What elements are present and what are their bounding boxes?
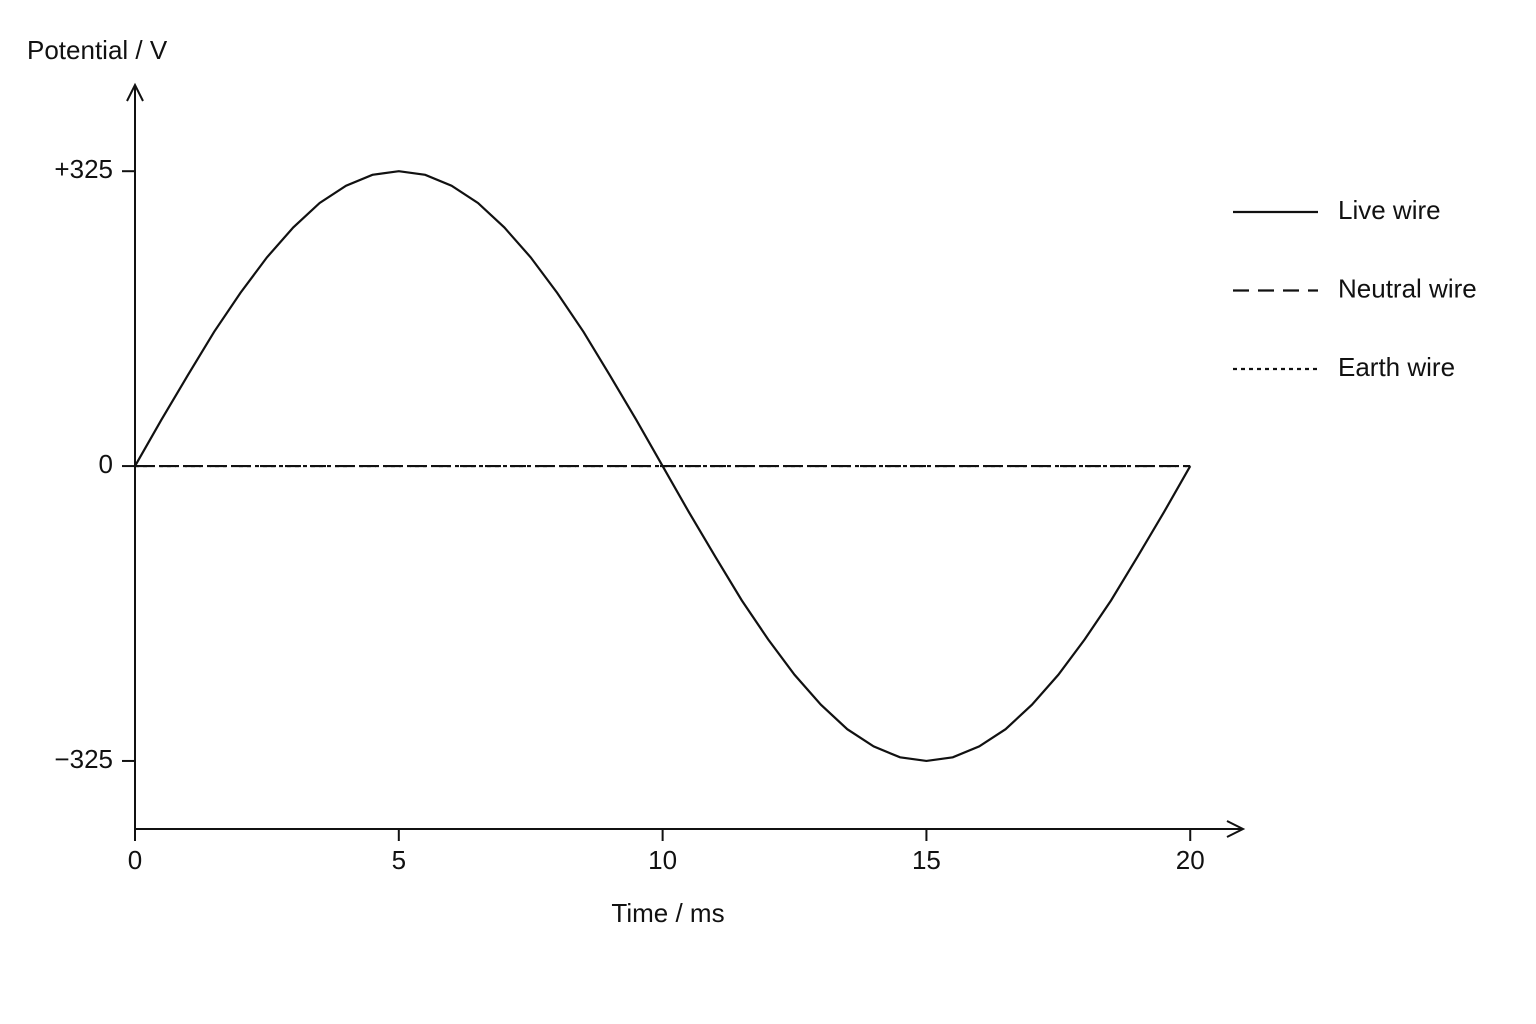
x-tick-label: 5 bbox=[392, 845, 406, 875]
x-tick-label: 0 bbox=[128, 845, 142, 875]
y-axis-label: Potential / V bbox=[27, 35, 168, 65]
x-axis-label: Time / ms bbox=[611, 898, 724, 928]
legend-label: Live wire bbox=[1338, 195, 1441, 225]
x-tick-label: 20 bbox=[1176, 845, 1205, 875]
x-tick-label: 15 bbox=[912, 845, 941, 875]
x-tick-label: 10 bbox=[648, 845, 677, 875]
y-tick-label: 0 bbox=[99, 449, 113, 479]
y-axis-arrow bbox=[126, 82, 144, 102]
legend-label: Neutral wire bbox=[1338, 273, 1477, 303]
legend-label: Earth wire bbox=[1338, 352, 1455, 382]
y-tick-label: −325 bbox=[54, 744, 113, 774]
x-axis-arrow bbox=[1226, 820, 1246, 838]
y-tick-label: +325 bbox=[54, 154, 113, 184]
